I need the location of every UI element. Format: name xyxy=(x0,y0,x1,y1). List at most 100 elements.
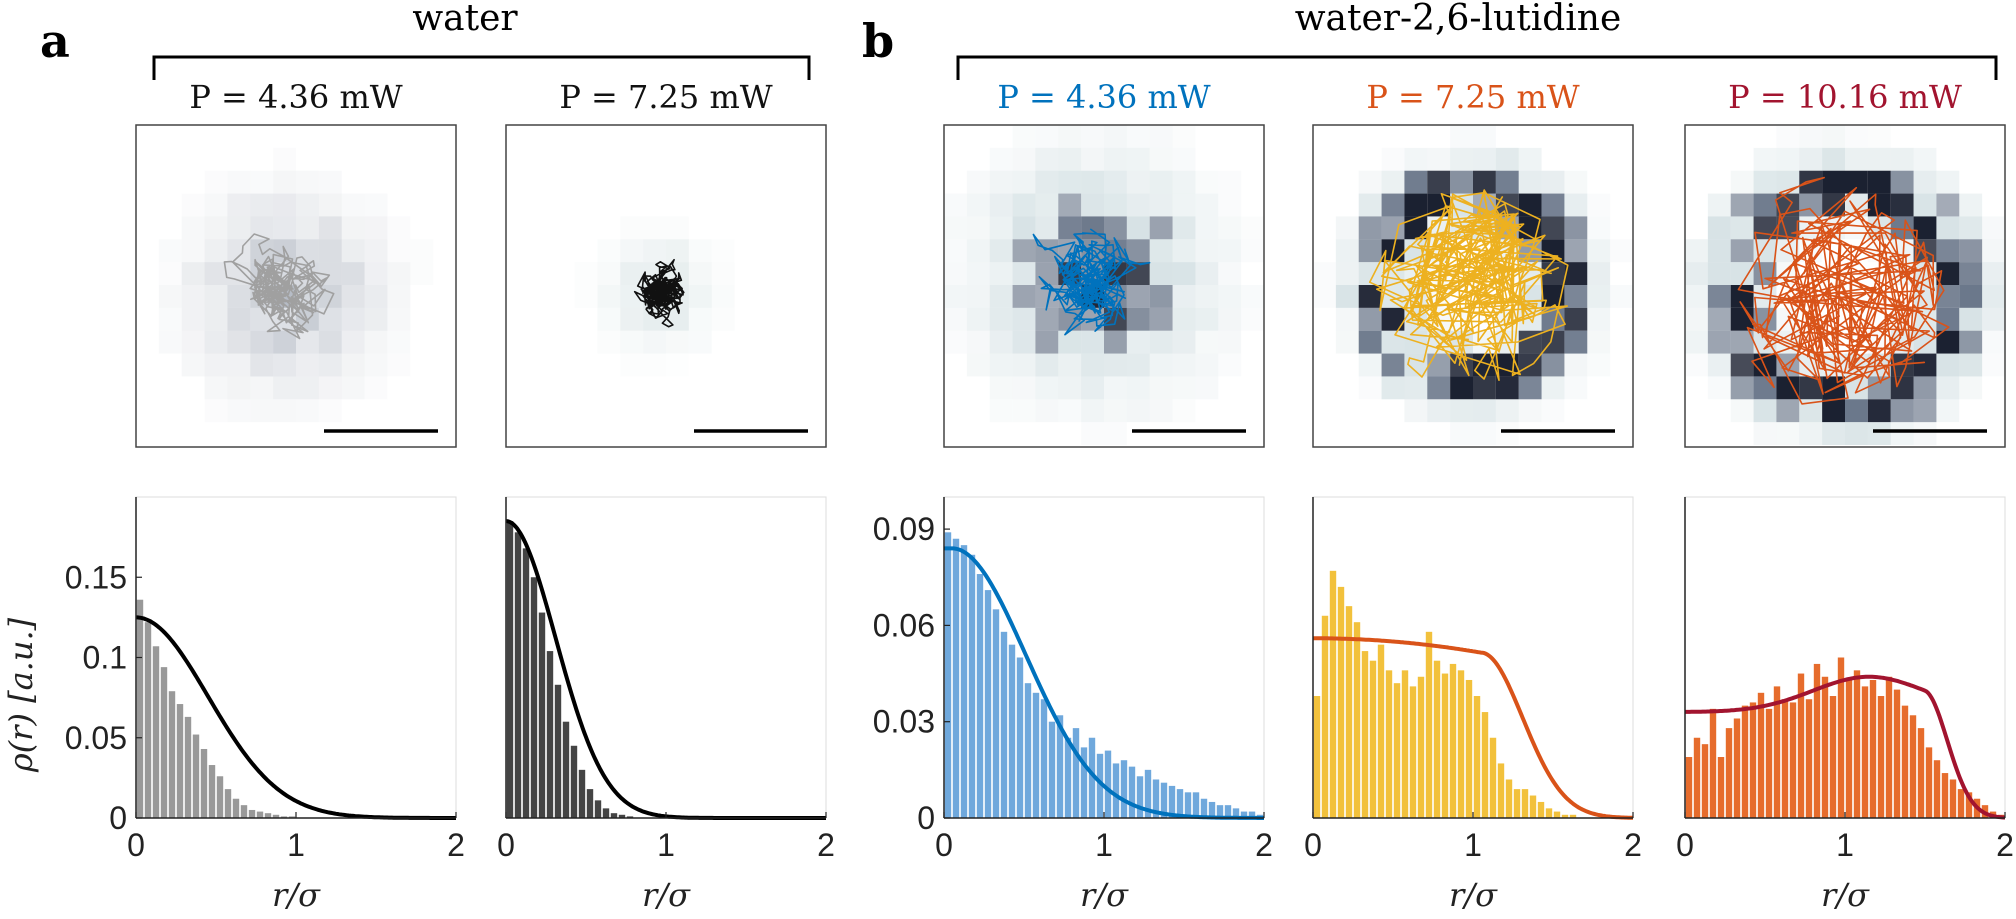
density-cell xyxy=(1685,307,1708,331)
histogram-bar xyxy=(1537,801,1545,818)
density-cell xyxy=(204,216,228,240)
density-cell xyxy=(204,170,228,194)
density-cell xyxy=(1610,239,1633,263)
density-cell xyxy=(227,216,251,240)
histogram-bar xyxy=(1112,763,1120,818)
density-cell xyxy=(1822,422,1845,445)
density-cell xyxy=(1959,353,1983,377)
density-cell xyxy=(1587,307,1611,331)
histogram-bar xyxy=(248,809,256,818)
density-cell xyxy=(1564,307,1588,331)
density-cell xyxy=(1081,376,1104,400)
density-cell xyxy=(1218,239,1242,263)
density-cell xyxy=(181,262,205,285)
density-cell xyxy=(1126,353,1150,377)
density-cell xyxy=(1541,399,1565,423)
x-tick-label: 0 xyxy=(127,827,145,863)
histogram-bar xyxy=(626,816,634,818)
density-cell xyxy=(1012,285,1036,308)
histogram-bar xyxy=(992,609,1000,818)
density-cell xyxy=(1241,239,1264,263)
panel-3-title: P = 7.25 mW xyxy=(1366,78,1579,116)
density-cell xyxy=(1753,422,1777,445)
density-cell xyxy=(1707,285,1731,308)
density-cell xyxy=(181,307,205,331)
density-cell xyxy=(944,307,967,331)
density-cell xyxy=(1126,285,1150,308)
density-cell xyxy=(227,399,251,423)
histogram-bar xyxy=(570,745,578,818)
density-cell xyxy=(1081,170,1104,194)
density-cell xyxy=(620,307,644,331)
density-cell xyxy=(1707,376,1731,400)
histogram-bar xyxy=(1529,795,1537,818)
density-cell xyxy=(666,216,689,240)
histogram-bar xyxy=(1789,702,1797,818)
density-cell xyxy=(364,376,388,400)
histogram-bar xyxy=(256,811,264,818)
density-cell xyxy=(318,330,342,354)
density-cell xyxy=(1564,216,1588,240)
density-cell xyxy=(296,216,319,240)
density-cell xyxy=(1776,399,1800,423)
x-axis-label: r/σ xyxy=(1449,876,1498,914)
density-cell xyxy=(1730,193,1754,217)
density-cell xyxy=(1218,216,1242,240)
trajectory-plot-3 xyxy=(1312,124,1634,448)
density-cell xyxy=(273,193,296,217)
density-cell xyxy=(1081,125,1104,148)
panel-2-title: P = 4.36 mW xyxy=(997,78,1210,116)
histogram-4: 0 1 2 r/σ xyxy=(1676,496,2014,914)
density-cell xyxy=(989,330,1013,354)
histogram-bar xyxy=(1072,728,1080,818)
density-cell xyxy=(158,285,182,308)
x-tick-label: 1 xyxy=(1464,827,1482,863)
histogram-bar xyxy=(200,748,208,818)
histogram-bar xyxy=(1080,747,1088,818)
trajectory-trace xyxy=(1737,176,1950,405)
histogram-bar xyxy=(514,532,522,818)
density-cell xyxy=(1404,170,1428,194)
density-cell xyxy=(1058,193,1082,217)
trajectory-frame xyxy=(135,124,457,448)
density-cell xyxy=(341,307,365,331)
panel-0-title: P = 4.36 mW xyxy=(189,78,402,116)
density-cell xyxy=(1058,147,1082,171)
density-cell xyxy=(296,399,319,423)
density-cell xyxy=(1335,262,1359,285)
histogram-bar xyxy=(1369,660,1377,818)
density-cell xyxy=(204,285,228,308)
histogram-bar xyxy=(506,521,514,818)
density-cell xyxy=(387,330,411,354)
density-cell xyxy=(1126,125,1150,148)
histogram-bar xyxy=(1216,805,1224,818)
density-cell xyxy=(1890,216,1914,240)
histogram-bar xyxy=(968,554,976,818)
density-cell xyxy=(1404,216,1428,240)
density-cell xyxy=(1081,147,1104,171)
density-cell xyxy=(1959,376,1983,400)
density-cell xyxy=(181,353,205,377)
density-cell xyxy=(1753,170,1777,194)
trajectory-trace xyxy=(633,258,685,328)
density-cell xyxy=(1936,193,1960,217)
histogram-bar xyxy=(1417,676,1425,818)
histogram-bar xyxy=(1561,814,1569,818)
density-cell xyxy=(1730,330,1754,354)
density-cell xyxy=(204,262,228,285)
density-cell xyxy=(1587,262,1611,285)
histogram-bar xyxy=(1361,651,1369,818)
density-cell xyxy=(273,216,296,240)
histogram-bar xyxy=(1693,737,1701,818)
trajectory-plot-0 xyxy=(135,124,457,448)
trajectory-plot-4 xyxy=(1684,124,2006,448)
density-cell xyxy=(1776,193,1800,217)
density-cell xyxy=(387,216,411,240)
density-cell xyxy=(1172,170,1196,194)
density-cell xyxy=(620,239,644,263)
density-cell xyxy=(574,285,598,308)
density-cell xyxy=(1172,353,1196,377)
density-cell xyxy=(1541,239,1565,263)
histogram-bar xyxy=(1032,692,1040,818)
density-cell xyxy=(1730,262,1754,285)
